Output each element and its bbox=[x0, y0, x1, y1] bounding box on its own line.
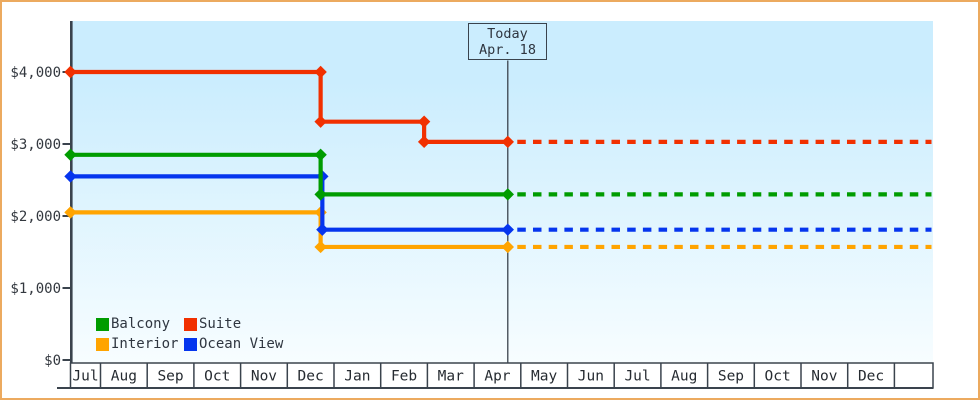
series-point-ocean-view bbox=[64, 170, 77, 183]
series-point-ocean-view bbox=[501, 223, 514, 236]
series-point-balcony bbox=[64, 148, 77, 161]
month-label: May bbox=[531, 369, 557, 385]
series-line-ocean-view bbox=[70, 174, 508, 232]
month-label: Oct bbox=[765, 369, 791, 385]
month-label: Feb bbox=[391, 369, 417, 385]
today-label-box: Today Apr. 18 bbox=[468, 23, 547, 60]
y-axis-label: $3,000 bbox=[10, 137, 61, 153]
ocean-view-color-swatch bbox=[184, 337, 197, 351]
series-point-suite bbox=[501, 135, 514, 149]
legend-item-balcony: Balcony bbox=[96, 316, 184, 332]
month-label: Apr bbox=[484, 369, 510, 385]
series-point-suite bbox=[417, 135, 431, 149]
series-line-balcony bbox=[70, 152, 508, 197]
month-label: Aug bbox=[671, 369, 697, 385]
month-label: Nov bbox=[251, 369, 277, 385]
legend: Balcony Suite Interior Ocean View bbox=[96, 314, 283, 354]
legend-item-suite: Suite bbox=[184, 316, 241, 332]
series-point-balcony bbox=[314, 148, 327, 161]
series-point-interior bbox=[501, 240, 514, 254]
month-label: Jun bbox=[578, 369, 604, 385]
y-axis-label: $0 bbox=[44, 353, 61, 369]
legend-row: Balcony Suite bbox=[96, 314, 283, 334]
legend-label-ocean-view: Ocean View bbox=[199, 336, 284, 352]
legend-item-ocean-view: Ocean View bbox=[184, 336, 283, 352]
series-point-balcony bbox=[314, 188, 327, 201]
series-point-suite bbox=[314, 65, 327, 79]
today-label: Today bbox=[487, 26, 528, 42]
series-point-suite bbox=[64, 65, 77, 79]
month-label: Jul bbox=[72, 369, 98, 385]
month-axis-row bbox=[69, 362, 934, 389]
suite-color-swatch bbox=[184, 317, 197, 331]
month-label: Dec bbox=[858, 369, 884, 385]
series-point-suite bbox=[417, 115, 431, 128]
legend-label-interior: Interior bbox=[111, 336, 179, 352]
legend-label-suite: Suite bbox=[199, 316, 242, 332]
month-label: Jan bbox=[344, 369, 370, 385]
month-label: Nov bbox=[811, 369, 837, 385]
series-point-balcony bbox=[501, 188, 514, 201]
series-line-suite bbox=[70, 69, 508, 144]
series-point-ocean-view bbox=[316, 223, 329, 236]
month-label: Mar bbox=[438, 369, 464, 385]
series-point-suite bbox=[314, 115, 327, 128]
month-label: Oct bbox=[204, 369, 230, 385]
series-point-interior bbox=[64, 206, 77, 219]
month-label: Aug bbox=[111, 369, 137, 385]
month-label: Jul bbox=[624, 369, 650, 385]
month-label: Sep bbox=[157, 369, 183, 385]
interior-color-swatch bbox=[96, 337, 109, 351]
legend-row: Interior Ocean View bbox=[96, 334, 283, 354]
y-axis-label: $1,000 bbox=[10, 281, 61, 297]
month-label: Sep bbox=[718, 369, 744, 385]
plot-background bbox=[70, 21, 933, 362]
y-axis-label: $2,000 bbox=[10, 209, 61, 225]
y-axis-label: $4,000 bbox=[10, 65, 61, 81]
balcony-color-swatch bbox=[96, 317, 109, 331]
legend-item-interior: Interior bbox=[96, 336, 184, 352]
legend-label-balcony: Balcony bbox=[111, 316, 171, 332]
series-point-interior bbox=[314, 240, 327, 254]
month-label: Dec bbox=[298, 369, 324, 385]
today-date: Apr. 18 bbox=[479, 42, 536, 58]
